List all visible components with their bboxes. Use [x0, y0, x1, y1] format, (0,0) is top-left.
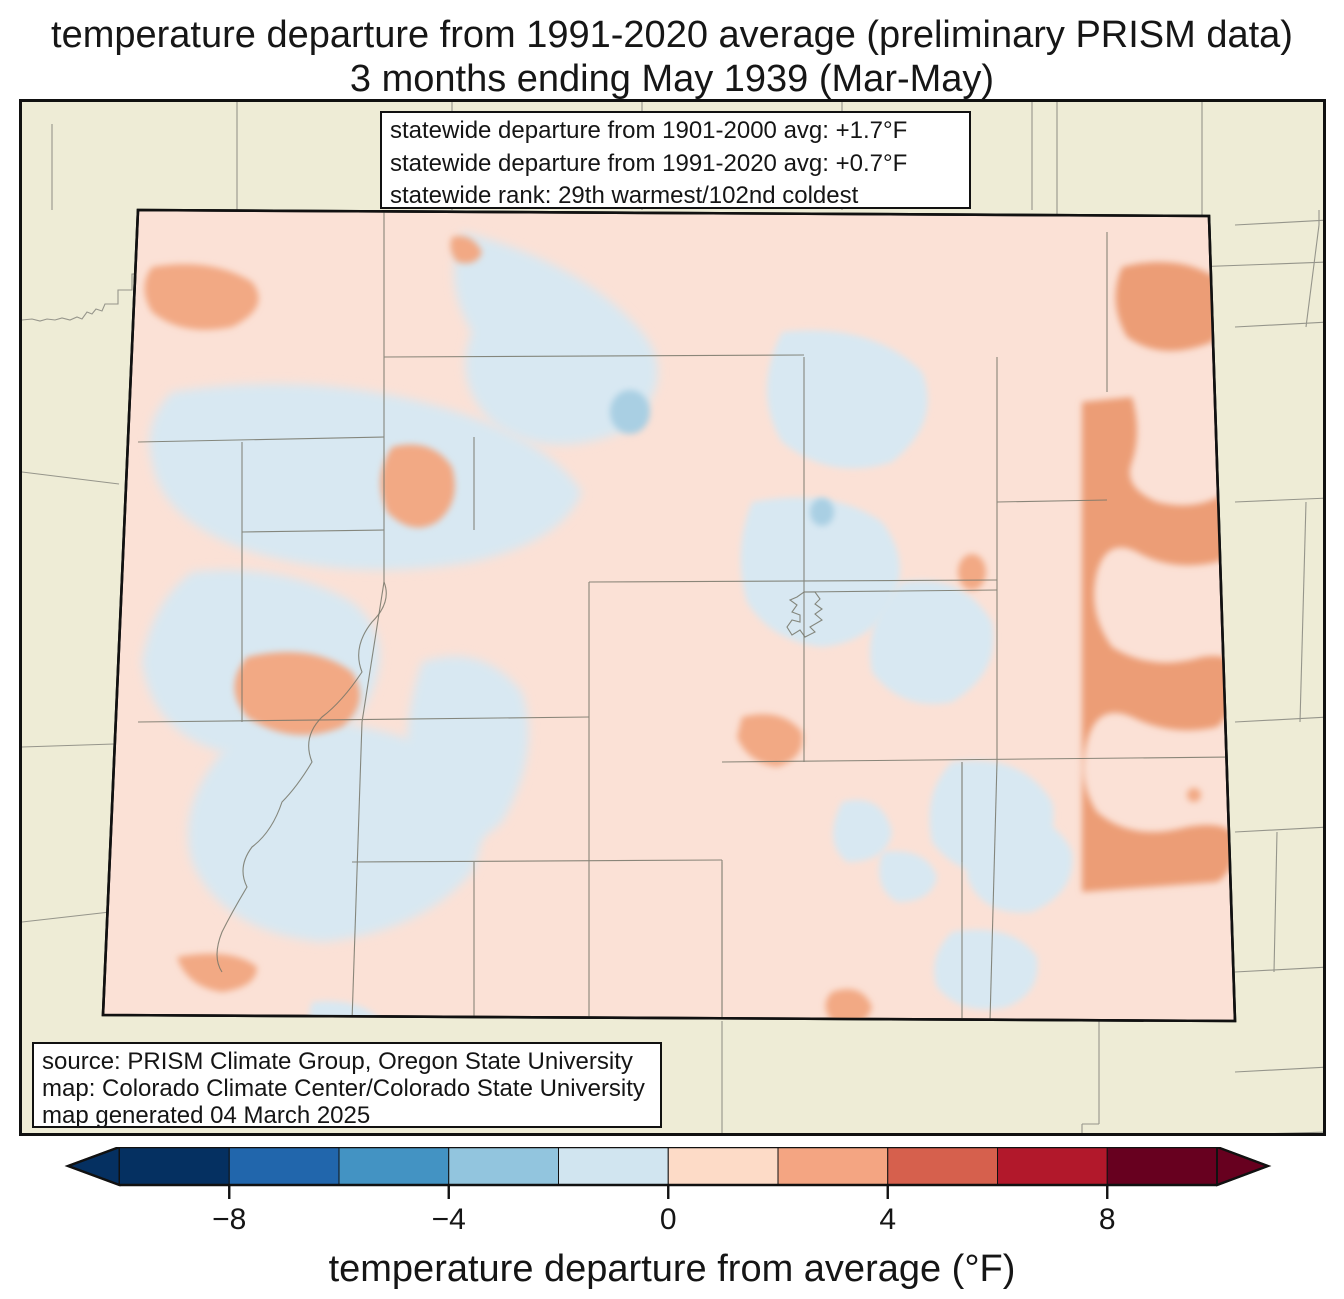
svg-text:temperature departure from ave: temperature departure from average (°F) [329, 1248, 1016, 1290]
svg-text:−4: −4 [432, 1203, 466, 1236]
svg-text:−8: −8 [212, 1203, 246, 1236]
svg-text:8: 8 [1099, 1203, 1116, 1236]
svg-text:4: 4 [879, 1203, 896, 1236]
svg-text:0: 0 [660, 1203, 677, 1236]
